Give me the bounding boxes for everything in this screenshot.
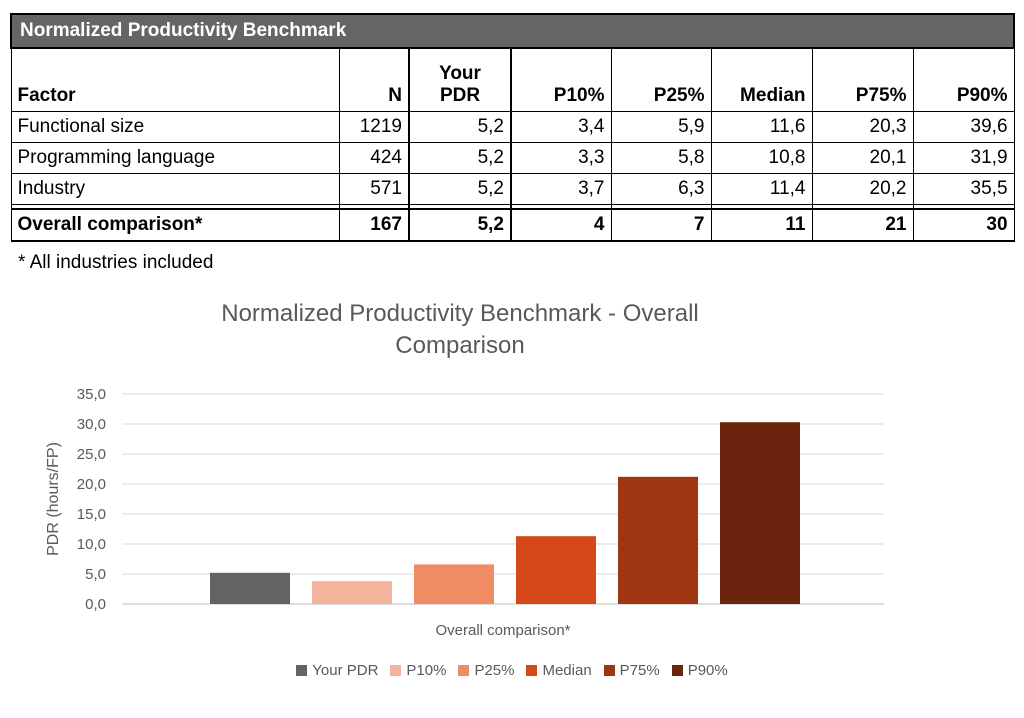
bar-p90 [720, 422, 800, 604]
cell-median: 11,6 [710, 111, 813, 143]
chart-bars [210, 422, 800, 604]
cell-n: 571 [338, 173, 410, 205]
legend-label: P25% [474, 662, 515, 679]
y-tick-label: 15,0 [77, 506, 106, 523]
bar-chart: 0,0 5,0 10,0 15,0 20,0 25,0 30,0 35,0 PDR (hour… [45, 386, 884, 639]
legend-swatch [671, 665, 683, 676]
cell-median: 11 [710, 208, 813, 242]
cell-p10: 3,7 [510, 173, 612, 205]
header-median: Median [710, 47, 813, 112]
legend-label: P90% [687, 662, 728, 679]
cell-n: 167 [338, 208, 410, 242]
table-total-row: Overall comparison* 167 5,2 4 7 11 21 30 [10, 208, 1015, 242]
cell-p10: 4 [510, 208, 612, 242]
header-p10: P10% [510, 47, 612, 112]
table-title: Normalized Productivity Benchmark [9, 13, 1016, 49]
header-p25: P25% [610, 47, 712, 112]
cell-p25: 5,8 [610, 142, 712, 174]
legend-item: P90% [671, 662, 728, 679]
benchmark-table: Normalized Productivity Benchmark Factor… [9, 13, 1016, 242]
bar-your-pdr [210, 572, 290, 604]
y-axis-label: PDR (hours/FP) [45, 442, 62, 556]
legend-swatch [296, 665, 308, 676]
header-p90: P90% [912, 47, 1015, 112]
cell-factor: Industry [10, 173, 340, 205]
bar-p10 [312, 581, 392, 604]
legend-label: P10% [406, 662, 447, 679]
cell-p75: 20,2 [811, 173, 914, 205]
y-tick-label: 10,0 [77, 536, 106, 553]
legend-label: P75% [619, 662, 660, 679]
header-your-pdr: Your PDR [408, 47, 512, 112]
table-footnote: * All industries included [18, 252, 214, 273]
cell-p10: 3,4 [510, 111, 612, 143]
cell-p90: 30 [912, 208, 1015, 242]
cell-p25: 7 [610, 208, 712, 242]
y-tick-label: 20,0 [77, 476, 106, 493]
header-factor: Factor [10, 47, 340, 112]
y-tick-label: 30,0 [77, 416, 106, 433]
header-p75: P75% [811, 47, 914, 112]
cell-p90: 31,9 [912, 142, 1015, 174]
legend-swatch [390, 665, 402, 676]
cell-p75: 20,3 [811, 111, 914, 143]
y-tick-label: 25,0 [77, 446, 106, 463]
legend-swatch [458, 665, 470, 676]
x-axis-label: Overall comparison* [435, 622, 570, 639]
cell-pdr: 5,2 [408, 111, 512, 143]
cell-p90: 35,5 [912, 173, 1015, 205]
legend-label: Your PDR [312, 662, 379, 679]
bar-p25 [414, 564, 494, 604]
y-tick-label: 5,0 [85, 566, 106, 583]
cell-p25: 5,9 [610, 111, 712, 143]
cell-p90: 39,6 [912, 111, 1015, 143]
legend-item: Your PDR [296, 662, 378, 679]
table-row: Programming language 424 5,2 3,3 5,8 10,… [10, 142, 1015, 174]
legend-item: Median [526, 662, 592, 679]
cell-p10: 3,3 [510, 142, 612, 174]
cell-p75: 21 [811, 208, 914, 242]
legend-swatch [603, 665, 615, 676]
legend-label: Median [542, 662, 592, 679]
cell-pdr: 5,2 [408, 173, 512, 205]
bar-median [516, 536, 596, 604]
legend-item: P10% [390, 662, 446, 679]
cell-median: 11,4 [710, 173, 813, 205]
cell-median: 10,8 [710, 142, 813, 174]
bar-p75 [618, 476, 698, 604]
cell-factor: Programming language [10, 142, 340, 174]
chart-legend: Your PDR P10% P25% Median P75% P90% [0, 662, 1024, 679]
cell-p25: 6,3 [610, 173, 712, 205]
cell-pdr: 5,2 [408, 142, 512, 174]
chart-title: Normalized Productivity Benchmark - Over… [221, 300, 699, 359]
header-n: N [338, 47, 410, 112]
cell-n: 424 [338, 142, 410, 174]
y-tick-label: 35,0 [77, 386, 106, 403]
cell-p75: 20,1 [811, 142, 914, 174]
legend-swatch [526, 665, 538, 676]
cell-factor: Functional size [10, 111, 340, 143]
table-row: Industry 571 5,2 3,7 6,3 11,4 20,2 35,5 [10, 173, 1015, 205]
legend-item: P25% [458, 662, 514, 679]
cell-pdr: 5,2 [408, 208, 512, 242]
cell-n: 1219 [338, 111, 410, 143]
y-axis-ticks: 0,0 5,0 10,0 15,0 20,0 25,0 30,0 35,0 [77, 386, 106, 613]
cell-factor: Overall comparison* [10, 208, 340, 242]
table-row: Functional size 1219 5,2 3,4 5,9 11,6 20… [10, 111, 1015, 143]
y-tick-label: 0,0 [85, 596, 106, 613]
legend-item: P75% [603, 662, 660, 679]
